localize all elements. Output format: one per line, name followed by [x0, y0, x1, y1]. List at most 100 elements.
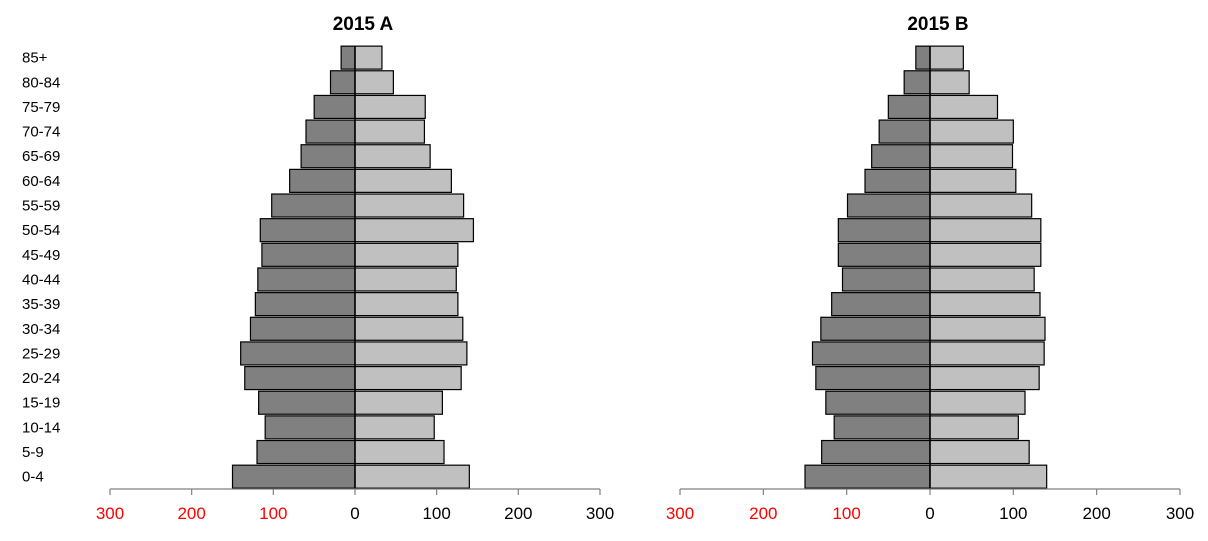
x-tick-label: 300	[666, 504, 694, 523]
right-bar-40-44	[354, 267, 457, 292]
right-bar-35-39	[929, 292, 1041, 317]
left-bar-10-14	[833, 415, 931, 440]
x-tick-label: 200	[749, 504, 777, 523]
left-bar-85+	[915, 45, 931, 70]
left-bar-75-79	[887, 94, 931, 120]
left-bar-40-44	[257, 267, 356, 292]
right-bar-15-19	[929, 390, 1026, 415]
right-bar-75-79	[354, 94, 426, 120]
right-bar-5-9	[354, 439, 445, 465]
left-bar-80-84	[329, 70, 356, 95]
left-bar-25-29	[811, 341, 931, 366]
left-bar-10-14	[264, 415, 356, 440]
right-bar-45-49	[929, 242, 1042, 267]
x-tick-label: 200	[1082, 504, 1110, 523]
chart-title: 2015 B	[907, 14, 968, 35]
x-tick-label: 300	[96, 504, 124, 523]
right-bar-10-14	[929, 415, 1019, 440]
right-bar-10-14	[354, 415, 435, 440]
chart-title: 2015 A	[333, 14, 394, 35]
right-bar-0-4	[929, 464, 1048, 489]
x-tick-label: 300	[586, 504, 614, 523]
left-bar-45-49	[837, 242, 931, 267]
left-bar-50-54	[259, 218, 356, 243]
right-bar-50-54	[929, 218, 1042, 243]
x-tick-label: 300	[1166, 504, 1194, 523]
x-tick-label: 100	[422, 504, 450, 523]
right-bar-20-24	[354, 365, 462, 391]
left-bar-55-59	[846, 193, 931, 218]
left-bar-40-44	[841, 267, 931, 292]
left-bar-45-49	[261, 242, 356, 267]
left-bar-35-39	[254, 292, 356, 317]
category-label: 70-74	[22, 124, 60, 141]
left-bar-20-24	[815, 365, 931, 391]
right-bar-40-44	[929, 267, 1035, 292]
right-bar-25-29	[929, 341, 1045, 366]
left-bar-70-74	[305, 119, 356, 144]
right-bar-80-84	[929, 70, 970, 95]
left-bar-70-74	[878, 119, 931, 144]
right-bar-65-69	[354, 144, 431, 169]
right-bar-15-19	[354, 390, 443, 415]
left-bar-85+	[340, 45, 356, 70]
right-bar-20-24	[929, 365, 1040, 391]
category-label: 25-29	[22, 345, 60, 362]
category-label: 10-14	[22, 419, 60, 436]
right-bar-70-74	[354, 119, 426, 144]
category-label: 45-49	[22, 247, 60, 264]
right-bar-85+	[354, 45, 383, 70]
left-bar-65-69	[300, 144, 356, 169]
category-label: 15-19	[22, 395, 60, 412]
left-bar-35-39	[831, 292, 931, 317]
left-bar-65-69	[871, 144, 931, 169]
left-bar-60-64	[289, 168, 356, 193]
left-bar-5-9	[821, 439, 931, 465]
x-tick-label: 100	[832, 504, 860, 523]
right-bar-35-39	[354, 292, 459, 317]
category-label: 85+	[22, 50, 48, 67]
left-bar-0-4	[231, 464, 356, 489]
right-bar-75-79	[929, 94, 999, 120]
x-tick-label: 0	[925, 504, 934, 523]
left-bar-75-79	[313, 94, 356, 120]
x-tick-label: 200	[177, 504, 205, 523]
left-bar-15-19	[825, 390, 931, 415]
category-label: 60-64	[22, 173, 60, 190]
category-label: 5-9	[22, 444, 44, 461]
category-label: 80-84	[22, 74, 60, 91]
left-bar-50-54	[837, 218, 931, 243]
x-tick-label: 200	[504, 504, 532, 523]
left-bar-5-9	[256, 439, 356, 465]
right-bar-0-4	[354, 464, 470, 489]
right-bar-60-64	[929, 168, 1017, 193]
right-bar-30-34	[354, 316, 464, 341]
right-bar-50-54	[354, 218, 475, 243]
left-bar-80-84	[903, 70, 931, 95]
left-bar-0-4	[804, 464, 931, 489]
left-bar-55-59	[271, 193, 356, 218]
category-label: 65-69	[22, 148, 60, 165]
category-label: 0-4	[22, 469, 44, 486]
category-label: 20-24	[22, 370, 60, 387]
right-bar-30-34	[929, 316, 1046, 341]
category-label: 40-44	[22, 271, 60, 288]
x-tick-label: 0	[350, 504, 359, 523]
right-bar-25-29	[354, 341, 468, 366]
right-bar-70-74	[929, 119, 1014, 144]
right-bar-55-59	[929, 193, 1033, 218]
left-bar-30-34	[820, 316, 931, 341]
left-bar-30-34	[249, 316, 356, 341]
right-bar-85+	[929, 45, 964, 70]
right-bar-60-64	[354, 168, 452, 193]
category-label: 75-79	[22, 99, 60, 116]
category-label: 55-59	[22, 198, 60, 215]
right-bar-80-84	[354, 70, 394, 95]
right-bar-5-9	[929, 439, 1030, 465]
right-bar-65-69	[929, 144, 1014, 169]
left-bar-15-19	[258, 390, 356, 415]
left-bar-25-29	[240, 341, 356, 366]
category-label: 30-34	[22, 321, 60, 338]
category-label: 35-39	[22, 296, 60, 313]
